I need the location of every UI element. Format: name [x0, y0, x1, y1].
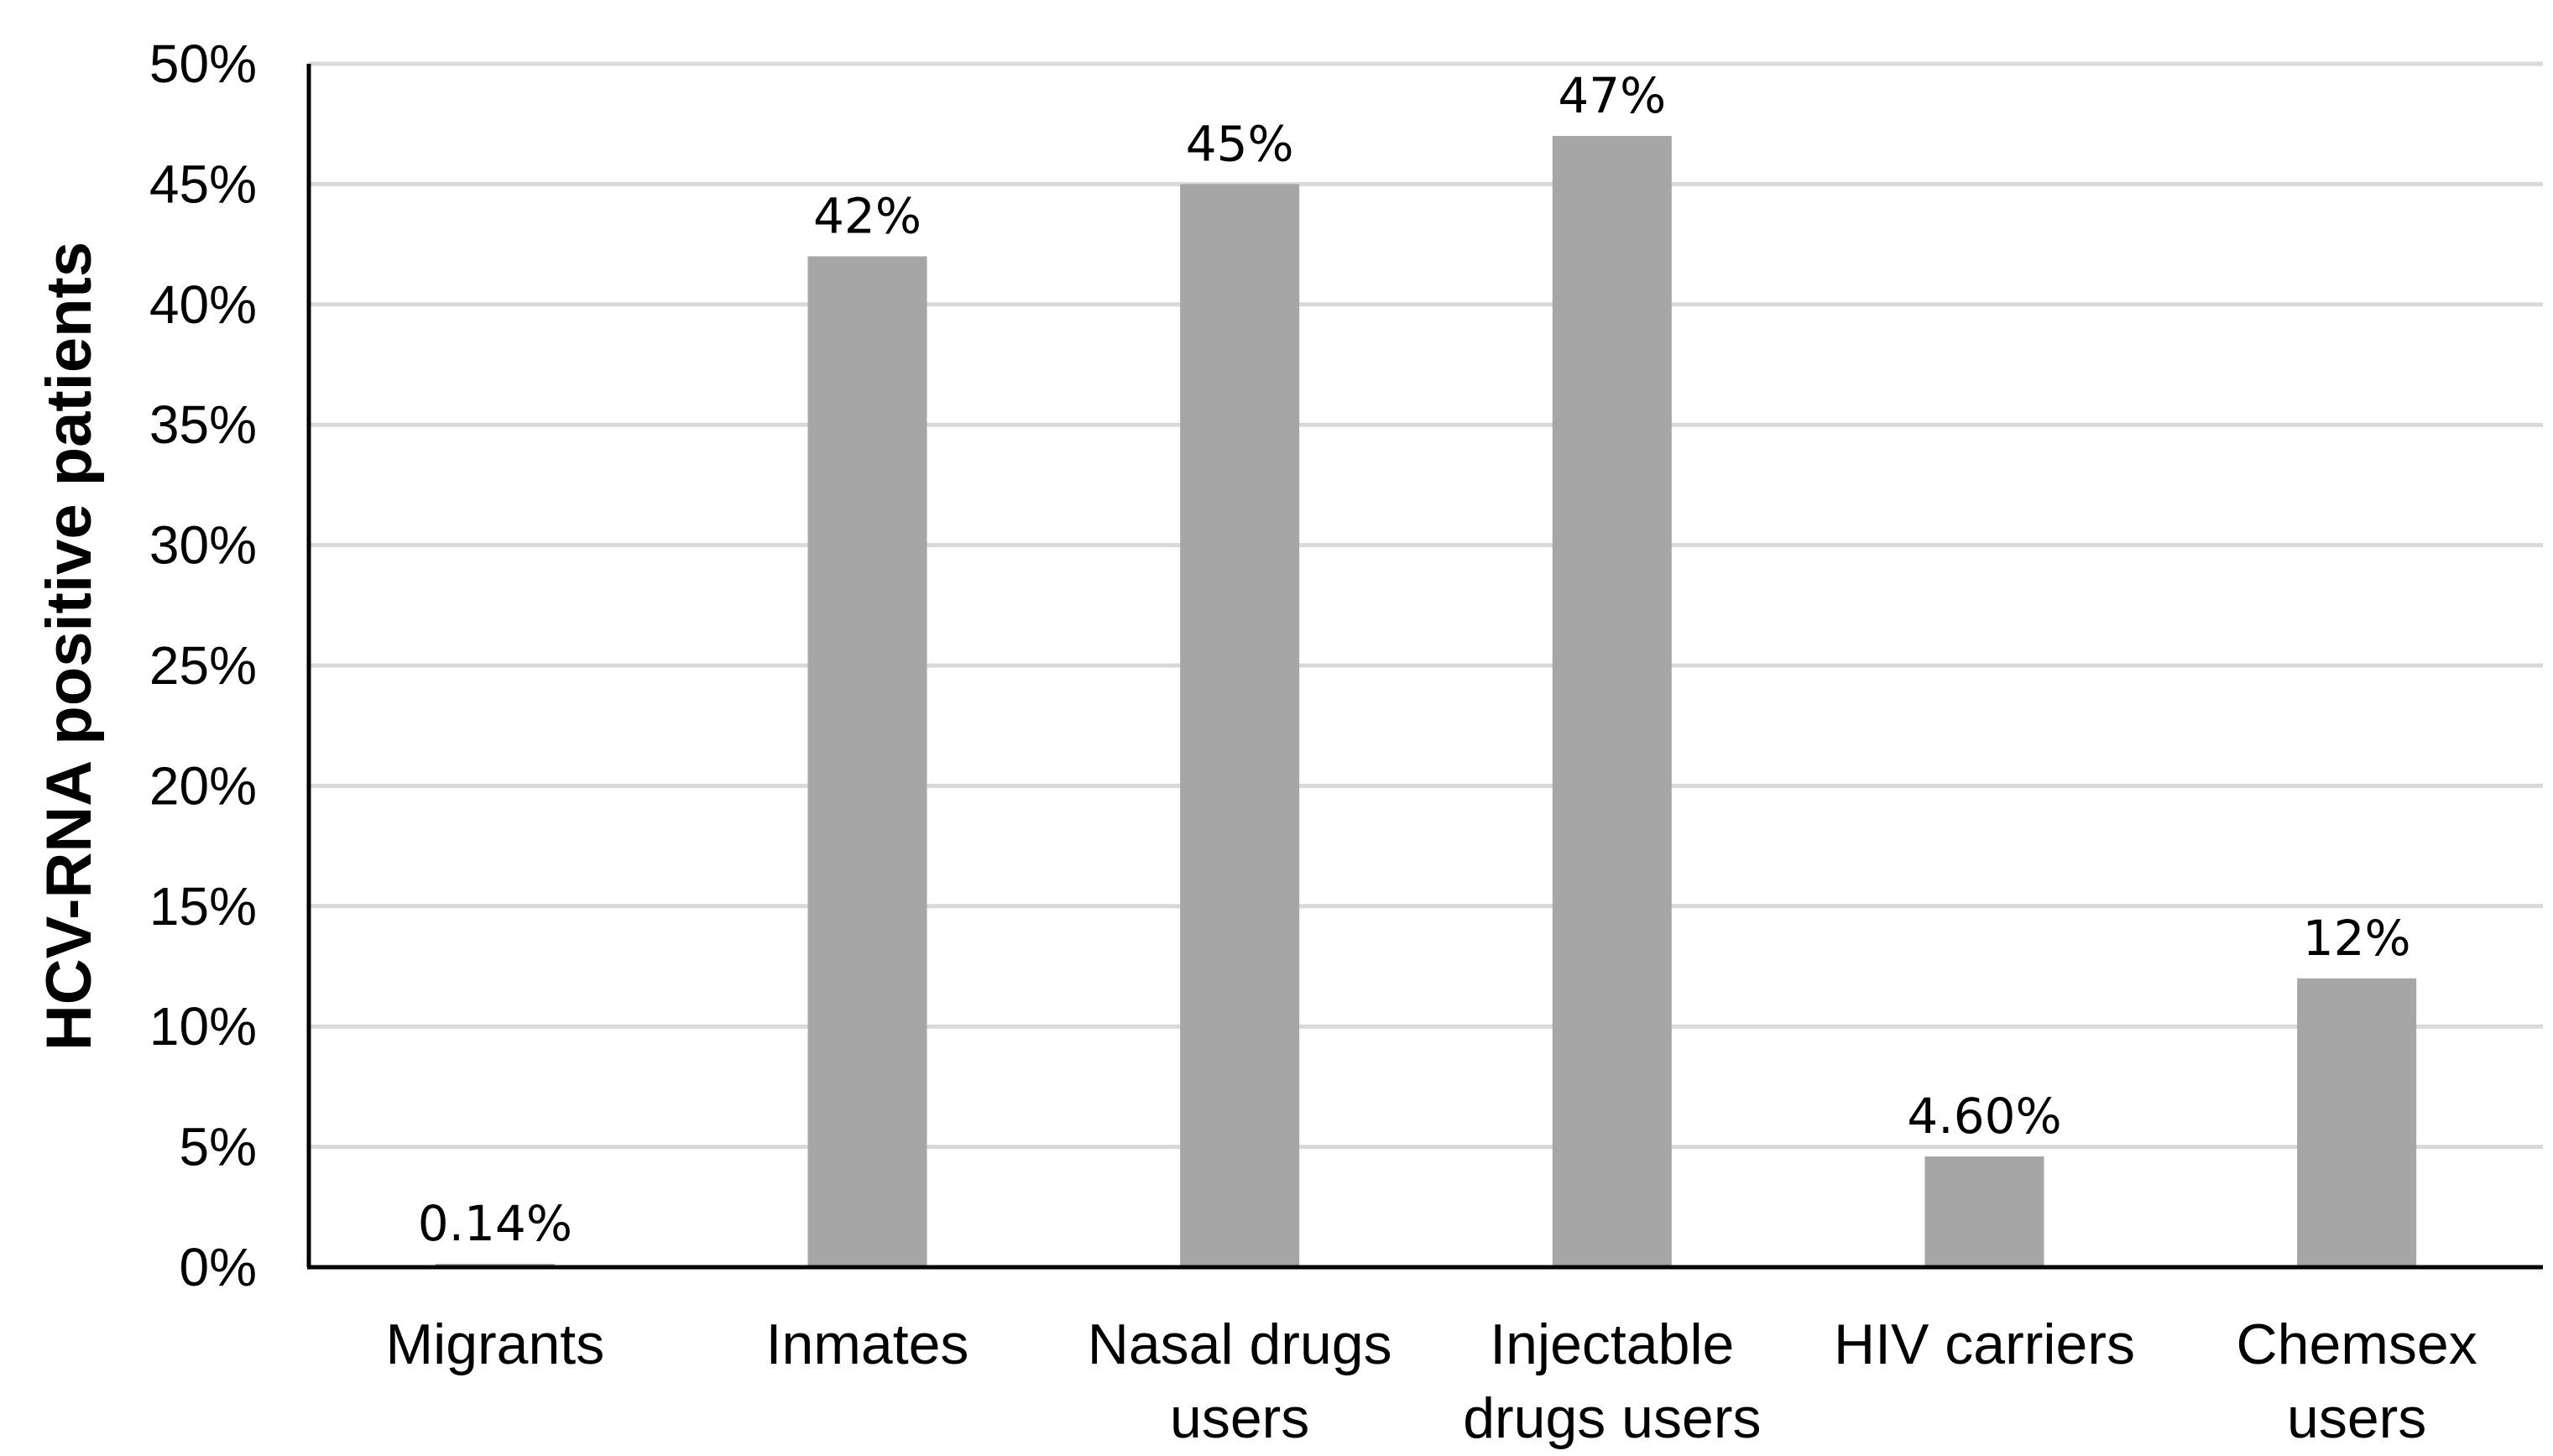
- axes: [306, 64, 2543, 1270]
- x-category-label: drugs users: [1463, 1386, 1761, 1450]
- y-tick-label: 50%: [149, 34, 257, 94]
- data-label: 45%: [1186, 115, 1294, 172]
- x-category-label: Injectable: [1490, 1312, 1734, 1376]
- y-tick-labels: 0% 5% 10% 15% 20% 25% 30% 35% 40% 45% 50%: [149, 34, 257, 1297]
- x-category-label: Nasal drugs: [1088, 1312, 1392, 1376]
- x-category-label: HIV carriers: [1834, 1312, 2135, 1376]
- bar: [1924, 1156, 2044, 1267]
- y-tick-label: 5%: [180, 1117, 258, 1177]
- gridlines: [309, 61, 2543, 1150]
- data-labels: 0.14% 42% 45% 47% 4.60% 12%: [418, 67, 2411, 1252]
- bar: [1180, 184, 1300, 1267]
- data-label: 4.60%: [1907, 1088, 2061, 1145]
- y-tick-label: 10%: [149, 996, 257, 1057]
- y-tick-label: 40%: [149, 274, 257, 335]
- data-label: 42%: [813, 187, 921, 244]
- x-category-label: Chemsex: [2237, 1312, 2477, 1376]
- y-tick-label: 35%: [149, 394, 257, 455]
- y-tick-label: 0%: [180, 1237, 258, 1297]
- data-label: 47%: [1558, 67, 1666, 124]
- x-category-label: Migrants: [385, 1312, 604, 1376]
- y-tick-label: 25%: [149, 635, 257, 696]
- y-tick-label: 45%: [149, 154, 257, 214]
- y-axis-title: HCV-RNA positive patients: [34, 242, 105, 1051]
- data-label: 0.14%: [418, 1195, 572, 1252]
- y-tick-label: 30%: [149, 515, 257, 576]
- x-category-label: Inmates: [766, 1312, 969, 1376]
- bars: [435, 136, 2417, 1268]
- y-tick-label: 15%: [149, 876, 257, 937]
- x-category-label: users: [1170, 1386, 1309, 1450]
- bar: [1552, 136, 1672, 1267]
- x-category-label: users: [2287, 1386, 2426, 1450]
- y-tick-label: 20%: [149, 755, 257, 816]
- bar: [807, 256, 927, 1268]
- bar: [2297, 978, 2417, 1267]
- x-category-labels: Migrants Inmates Nasal drugs users Injectabl…: [385, 1312, 2477, 1450]
- data-label: 12%: [2303, 910, 2411, 967]
